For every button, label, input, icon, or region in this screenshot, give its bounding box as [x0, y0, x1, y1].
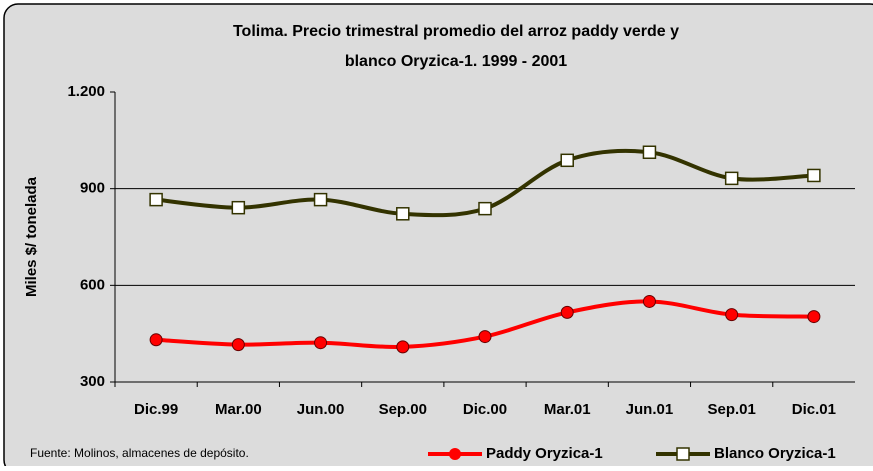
legend-marker	[449, 448, 461, 460]
legend-label: Blanco Oryzica-1	[714, 445, 836, 462]
marker	[478, 330, 492, 344]
legend-marker	[676, 447, 690, 461]
y-tick-label: 300	[80, 373, 105, 390]
marker	[231, 338, 245, 352]
marker	[807, 168, 821, 183]
source-note: Fuente: Molinos, almacenes de depósito.	[30, 446, 249, 460]
marker	[314, 336, 328, 350]
legend-label: Paddy Oryzica-1	[486, 445, 603, 462]
y-axis-label: Miles $/ tonelada	[23, 176, 40, 297]
y-tick-label: 600	[80, 276, 105, 293]
x-tick-label: Dic.99	[134, 401, 178, 418]
marker	[642, 145, 657, 160]
marker	[725, 308, 739, 322]
marker	[642, 294, 656, 308]
x-tick-label: Jun.01	[626, 401, 674, 418]
marker	[807, 310, 821, 324]
x-tick-label: Sep.01	[707, 401, 755, 418]
x-tick-label: Mar.01	[544, 401, 591, 418]
marker	[560, 153, 574, 168]
x-tick-label: Jun.00	[297, 401, 345, 418]
marker	[724, 171, 739, 186]
chart-title: Tolima. Precio trimestral promedio del a…	[233, 23, 679, 40]
x-tick-label: Dic.01	[792, 401, 836, 418]
marker	[396, 207, 410, 221]
marker	[149, 192, 163, 207]
marker	[231, 200, 246, 215]
y-tick-label: 900	[80, 180, 105, 197]
marker	[396, 340, 410, 354]
marker	[560, 305, 574, 319]
marker	[149, 333, 163, 347]
marker	[478, 201, 492, 216]
chart-title: blanco Oryzica-1. 1999 - 2001	[345, 53, 567, 70]
marker	[313, 192, 328, 207]
x-tick-label: Dic.00	[463, 401, 507, 418]
x-tick-label: Sep.00	[379, 401, 427, 418]
x-tick-label: Mar.00	[215, 401, 262, 418]
y-tick-label: 1.200	[67, 83, 105, 100]
